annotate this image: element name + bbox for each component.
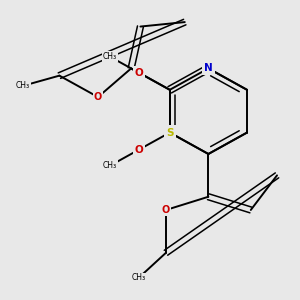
Text: CH₃: CH₃ [131, 273, 146, 282]
Text: O: O [162, 205, 170, 215]
Text: O: O [134, 145, 143, 155]
Text: CH₃: CH₃ [103, 161, 117, 170]
Text: CH₃: CH₃ [16, 81, 30, 90]
Text: N: N [204, 63, 213, 74]
Text: CH₃: CH₃ [103, 52, 117, 61]
Text: S: S [166, 128, 173, 138]
Text: O: O [134, 68, 143, 78]
Text: O: O [94, 92, 102, 102]
